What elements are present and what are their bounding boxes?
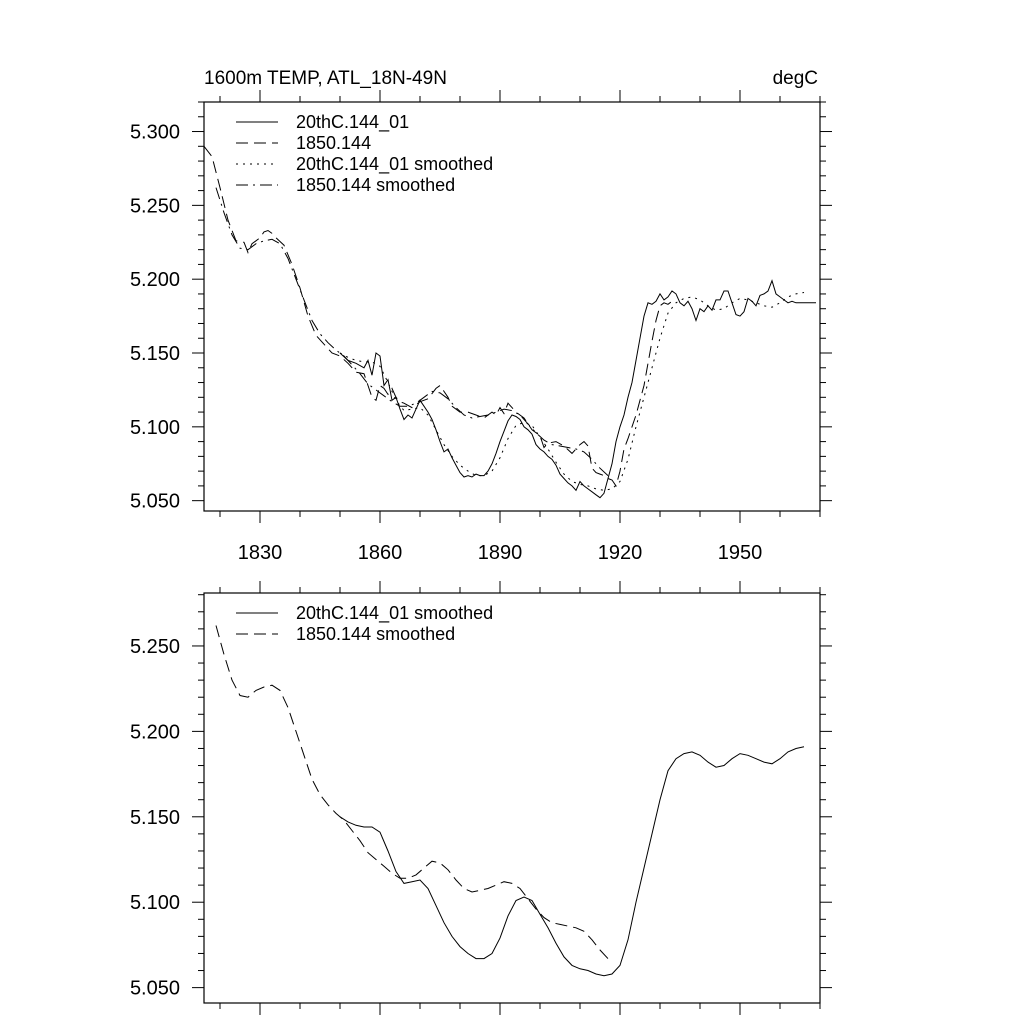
y-tick-label: 5.150: [130, 807, 180, 829]
plot-frame: [203, 101, 821, 512]
y-tick-label: 5.100: [130, 892, 180, 914]
top-panel: 1830 1860 1890 1920 1950 5.050 5.100 5.150 5.200…: [130, 68, 832, 564]
units-label: degC: [773, 68, 818, 89]
x-tick-label: 1860: [358, 542, 403, 564]
chart-title: 1600m TEMP, ATL_18N-49N: [204, 68, 447, 89]
y-tick-label: 5.050: [130, 491, 180, 513]
series-line-20thc-144-01-smoothed: [339, 746, 805, 977]
x-tick-label: 1890: [478, 542, 523, 564]
series-line-1850-144-smoothed: [215, 625, 609, 959]
bottom-panel: 5.050 5.100 5.150 5.200 5.250 20thC.144_01 sm…: [130, 581, 832, 1015]
y-tick-label: 5.100: [130, 417, 180, 439]
y-tick-label: 5.300: [130, 122, 180, 144]
series-line-1850-144-smoothed: [215, 187, 609, 476]
series-line-20thc-144-01-smoothed: [339, 292, 805, 491]
y-tick-label: 5.150: [130, 343, 180, 365]
legend-label: 20thC.144_01 smoothed: [296, 154, 493, 175]
y-tick-label: 5.250: [130, 636, 180, 658]
legend-label: 1850.144 smoothed: [296, 624, 455, 644]
x-tick-label: 1920: [598, 542, 643, 564]
y-tick-label: 5.200: [130, 269, 180, 291]
plot-frame: [203, 592, 821, 1004]
y-tick-label: 5.250: [130, 195, 180, 217]
legend-label: 1850.144 smoothed: [296, 175, 455, 195]
x-tick-label: 1830: [238, 542, 283, 564]
series-line-20thc-144-01: [339, 279, 816, 499]
y-tick-label: 5.050: [130, 978, 180, 1000]
x-tick-label: 1950: [718, 542, 763, 564]
legend-label: 20thC.144_01 smoothed: [296, 603, 493, 624]
legend-label: 1850.144: [296, 133, 371, 153]
legend-label: 20thC.144_01: [296, 112, 409, 133]
series-line-1850-144: [204, 145, 677, 488]
y-tick-label: 5.200: [130, 721, 180, 743]
